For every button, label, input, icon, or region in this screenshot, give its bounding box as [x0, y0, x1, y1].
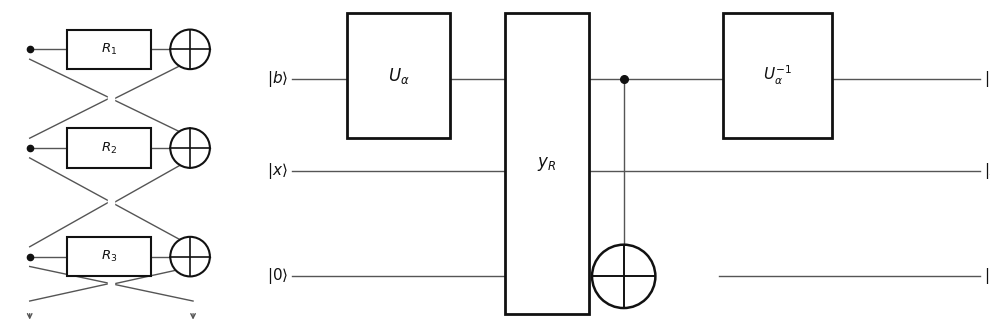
Ellipse shape: [170, 30, 210, 69]
Bar: [505, 13, 589, 314]
Ellipse shape: [170, 237, 210, 276]
Ellipse shape: [592, 245, 655, 308]
Text: $U_{\alpha}$: $U_{\alpha}$: [388, 66, 409, 86]
Text: $y_R$: $y_R$: [538, 155, 556, 173]
Bar: [346, 13, 450, 138]
Bar: [67, 30, 151, 69]
Bar: [723, 13, 832, 138]
Text: $|0\rangle$: $|0\rangle$: [266, 266, 288, 286]
Bar: [67, 237, 151, 276]
Bar: [67, 128, 151, 168]
Text: $|f(b,x)\rangle$: $|f(b,x)\rangle$: [984, 266, 990, 286]
Text: $R_1$: $R_1$: [101, 42, 118, 57]
Text: $|b\rangle$: $|b\rangle$: [984, 69, 990, 89]
Ellipse shape: [170, 128, 210, 168]
Text: $|x\rangle$: $|x\rangle$: [267, 161, 288, 181]
Text: $R_3$: $R_3$: [101, 249, 118, 264]
Text: $|x\rangle$: $|x\rangle$: [984, 161, 990, 181]
Text: $|b\rangle$: $|b\rangle$: [266, 69, 288, 89]
Text: $R_2$: $R_2$: [101, 140, 118, 156]
Text: $U_{\alpha}^{-1}$: $U_{\alpha}^{-1}$: [762, 64, 792, 87]
